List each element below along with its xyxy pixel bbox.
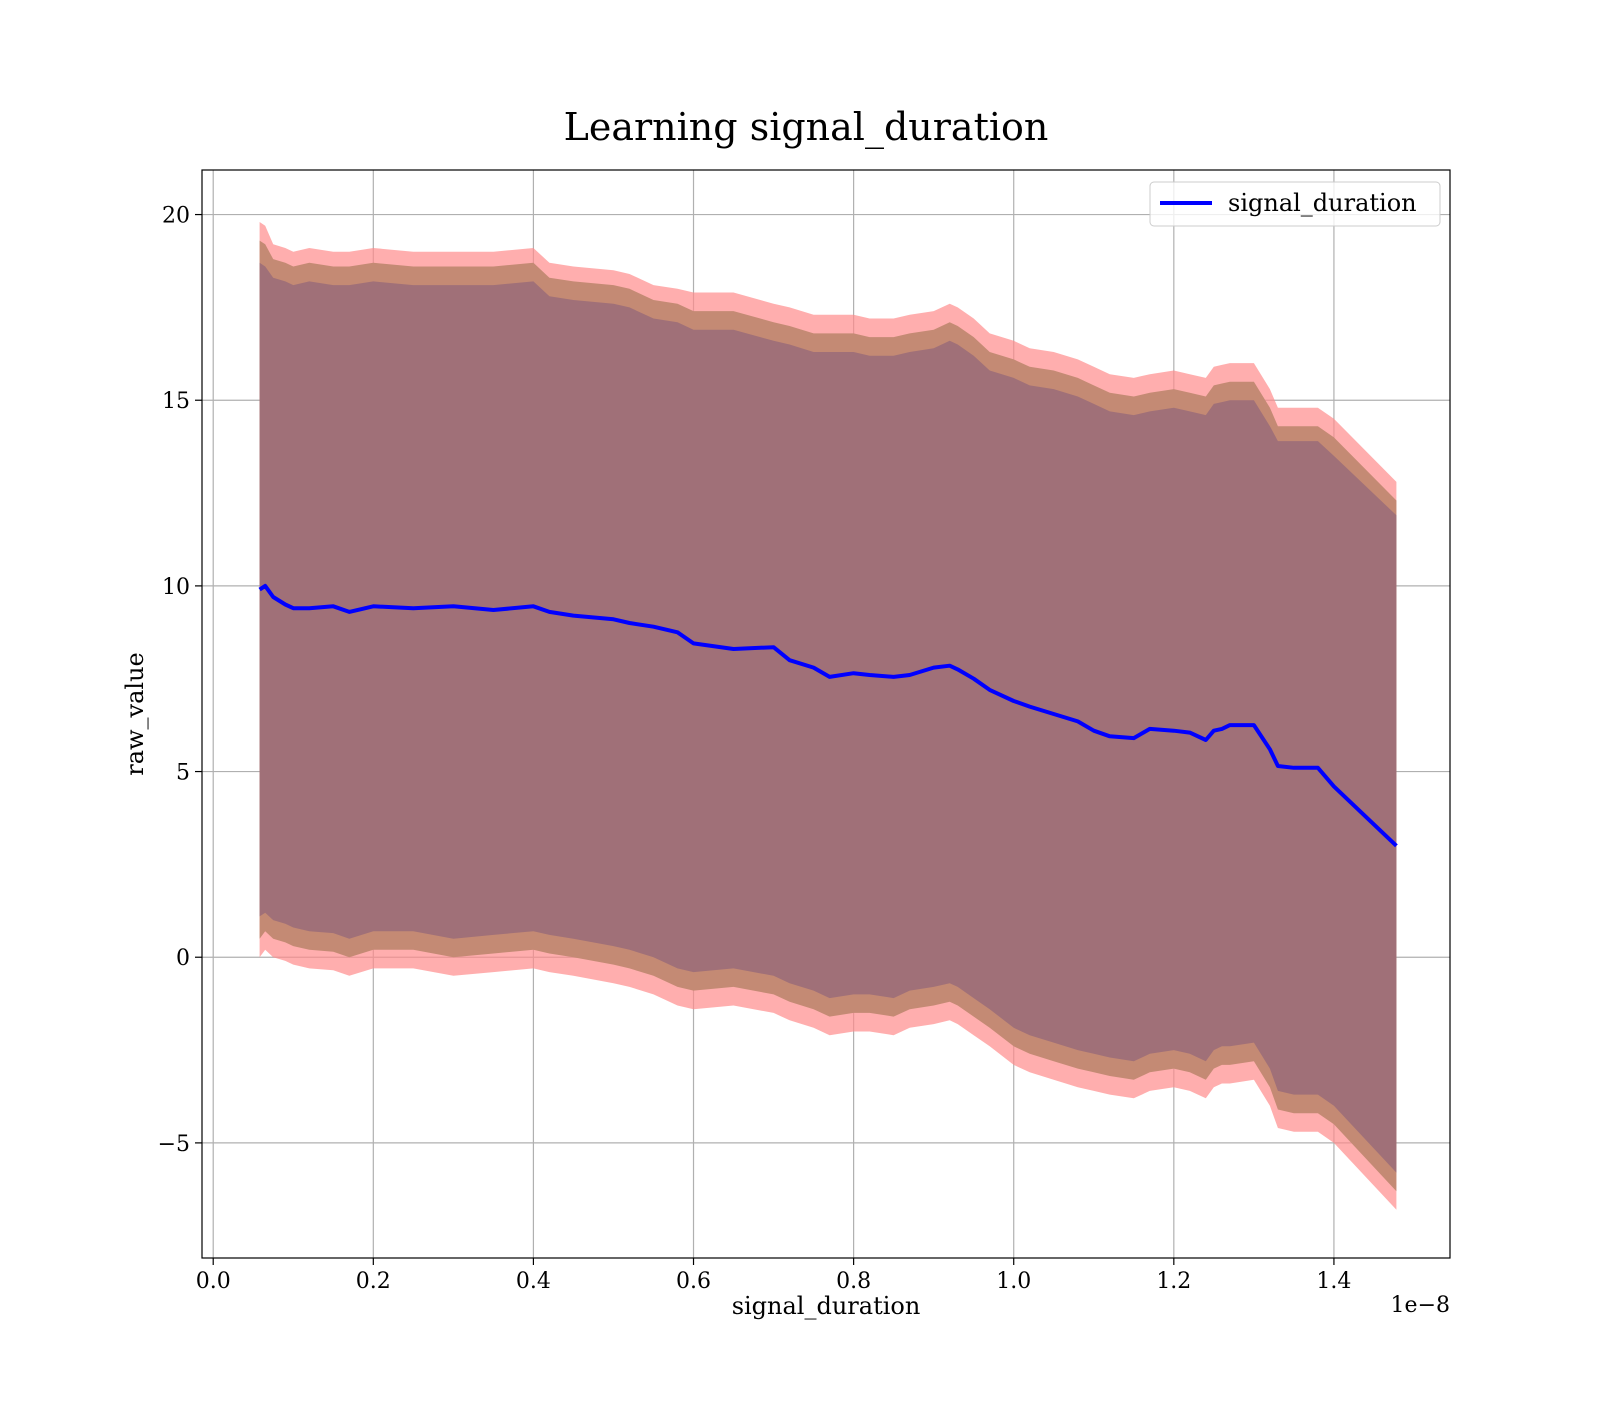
x-tick-label: 1.2 bbox=[1156, 1269, 1191, 1294]
y-tick-label: 5 bbox=[176, 761, 190, 786]
legend-label: signal_duration bbox=[1228, 189, 1417, 217]
y-axis-label: raw_value bbox=[121, 652, 149, 776]
signal-duration-line bbox=[258, 583, 1398, 848]
x-tick-label: 0.2 bbox=[356, 1269, 391, 1294]
x-tick-label: 0.0 bbox=[196, 1269, 231, 1294]
x-tick-label: 1.4 bbox=[1316, 1269, 1351, 1294]
x-axis-ticks: 0.0 0.2 0.4 0.6 0.8 1.0 1.2 1.4 bbox=[196, 1258, 1351, 1294]
y-tick-label: 20 bbox=[162, 204, 190, 229]
plot-frame bbox=[201, 169, 1451, 1259]
chart-title: Learning signal_duration bbox=[564, 105, 1049, 150]
legend-box bbox=[1149, 181, 1441, 227]
y-axis-ticks: −5 0 5 10 15 20 bbox=[158, 204, 202, 1157]
y-tick-label: −5 bbox=[158, 1132, 190, 1157]
x-tick-label: 0.6 bbox=[676, 1269, 711, 1294]
y-tick-label: 15 bbox=[162, 389, 190, 414]
y-tick-label: 10 bbox=[162, 575, 190, 600]
x-axis-offset-text: 1e−8 bbox=[1391, 1293, 1450, 1318]
x-axis-label: signal_duration bbox=[732, 1292, 921, 1320]
legend: signal_duration bbox=[1149, 181, 1441, 227]
x-tick-label: 0.4 bbox=[516, 1269, 551, 1294]
x-tick-label: 0.8 bbox=[836, 1269, 871, 1294]
x-tick-label: 1.0 bbox=[996, 1269, 1031, 1294]
y-tick-label: 0 bbox=[176, 946, 190, 971]
inner-confidence-band bbox=[259, 262, 1397, 1173]
line-series bbox=[258, 583, 1398, 848]
confidence-bands bbox=[259, 222, 1397, 1210]
